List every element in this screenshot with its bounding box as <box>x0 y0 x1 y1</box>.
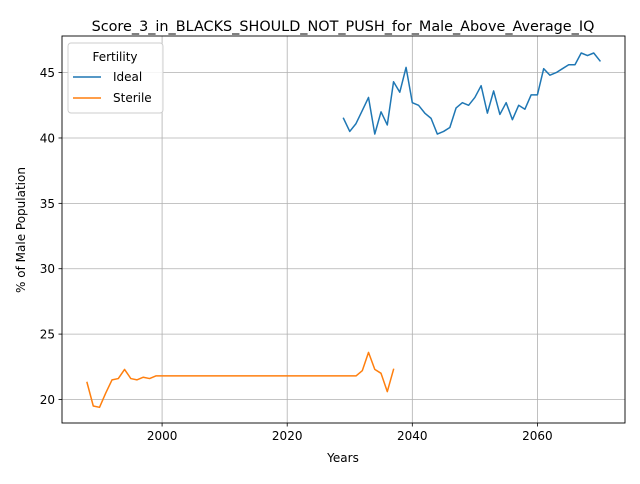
x-axis-label: Years <box>326 451 359 465</box>
y-tick-label: 35 <box>40 197 55 211</box>
y-tick-label: 45 <box>40 66 55 80</box>
x-tick-label: 2020 <box>272 429 303 443</box>
chart-title: Score_3_in_BLACKS_SHOULD_NOT_PUSH_for_Ma… <box>92 19 595 35</box>
series-line-sterile <box>86 351 395 409</box>
y-tick-label: 40 <box>40 131 55 145</box>
x-tick-label: 2060 <box>522 429 553 443</box>
y-tick-label: 25 <box>40 328 55 342</box>
legend-label-ideal: Ideal <box>113 70 142 84</box>
legend: Fertility Ideal Sterile <box>67 42 164 114</box>
series-line-ideal <box>342 52 602 135</box>
plot-area-frame <box>61 35 626 424</box>
series-lines <box>86 52 602 409</box>
legend-title: Fertility <box>92 50 137 64</box>
y-axis-label: % of Male Population <box>14 167 28 293</box>
x-tick-label: 2000 <box>147 429 178 443</box>
legend-frame <box>67 42 164 114</box>
x-tick-label: 2040 <box>397 429 428 443</box>
y-tick-label: 30 <box>40 262 55 276</box>
y-tick-label: 20 <box>40 393 55 407</box>
axis-ticks: 2000 2020 2040 2060 20 25 30 35 40 45 <box>40 66 553 443</box>
legend-label-sterile: Sterile <box>113 91 152 105</box>
